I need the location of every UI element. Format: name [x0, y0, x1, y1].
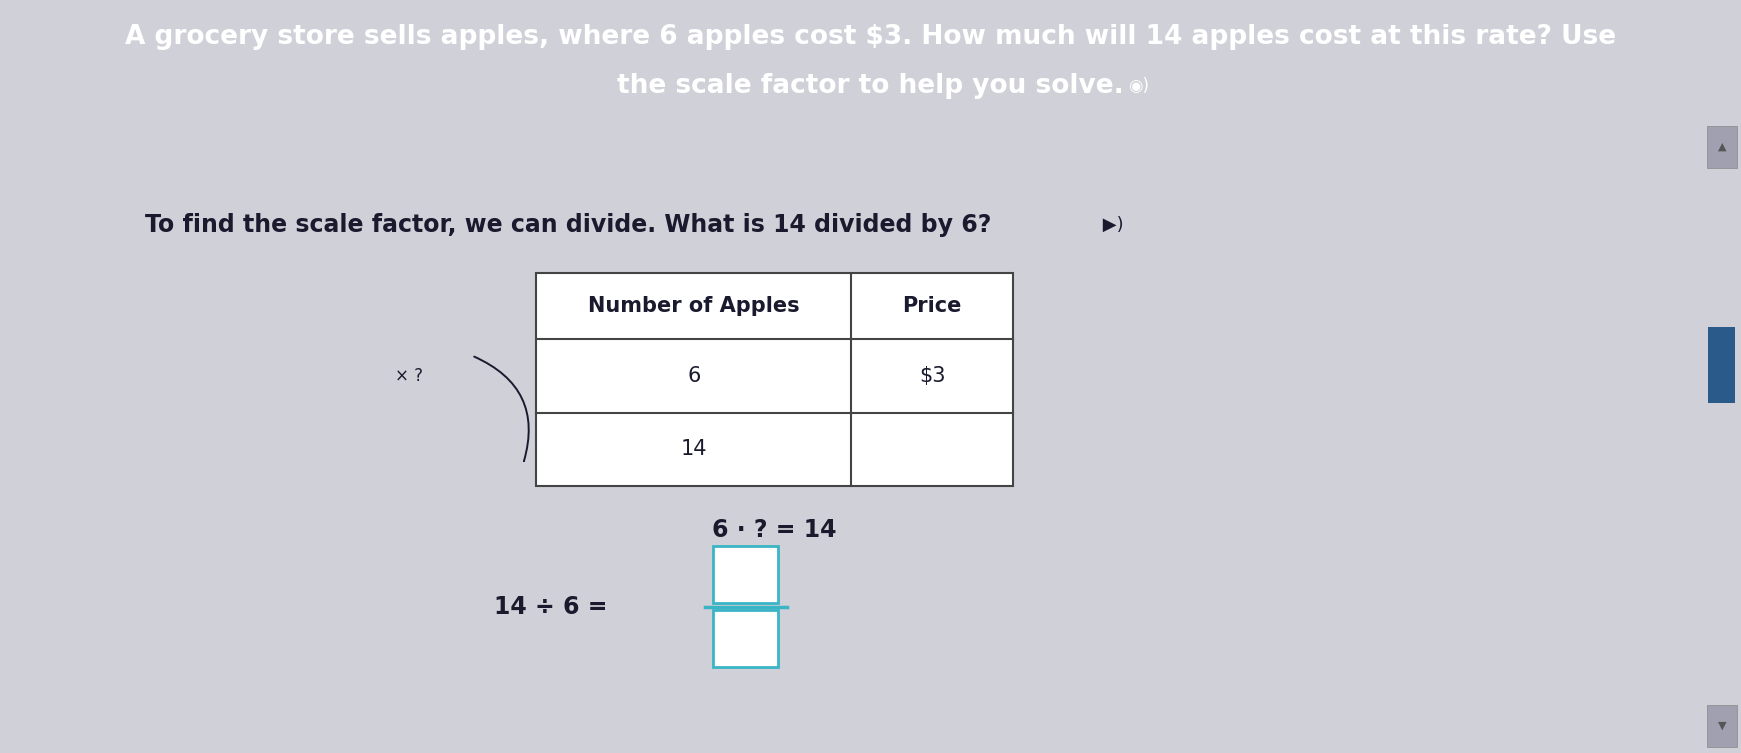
Text: ▶): ▶)	[1097, 216, 1123, 234]
Text: ◉): ◉)	[1128, 78, 1149, 96]
FancyArrowPatch shape	[474, 357, 529, 461]
Text: 14 ÷ 6 =: 14 ÷ 6 =	[494, 595, 608, 619]
FancyBboxPatch shape	[1706, 706, 1738, 747]
Bar	[714, 546, 778, 603]
Text: ▲: ▲	[1718, 142, 1725, 151]
Text: × ?: × ?	[395, 367, 423, 385]
Bar	[536, 273, 1013, 486]
Text: 14: 14	[681, 439, 707, 459]
Text: the scale factor to help you solve.: the scale factor to help you solve.	[616, 73, 1125, 99]
Text: To find the scale factor, we can divide. What is 14 divided by 6?: To find the scale factor, we can divide.…	[145, 213, 991, 237]
Text: 6: 6	[688, 366, 700, 386]
FancyBboxPatch shape	[1708, 327, 1736, 403]
Text: ▼: ▼	[1718, 721, 1725, 730]
Text: Price: Price	[902, 296, 963, 316]
Text: Number of Apples: Number of Apples	[588, 296, 799, 316]
Text: $3: $3	[919, 366, 945, 386]
Bar	[714, 610, 778, 667]
Text: A grocery store sells apples, where 6 apples cost $3. How much will 14 apples co: A grocery store sells apples, where 6 ap…	[125, 24, 1616, 50]
FancyBboxPatch shape	[1706, 127, 1738, 168]
Text: 6 · ? = 14: 6 · ? = 14	[712, 518, 837, 542]
